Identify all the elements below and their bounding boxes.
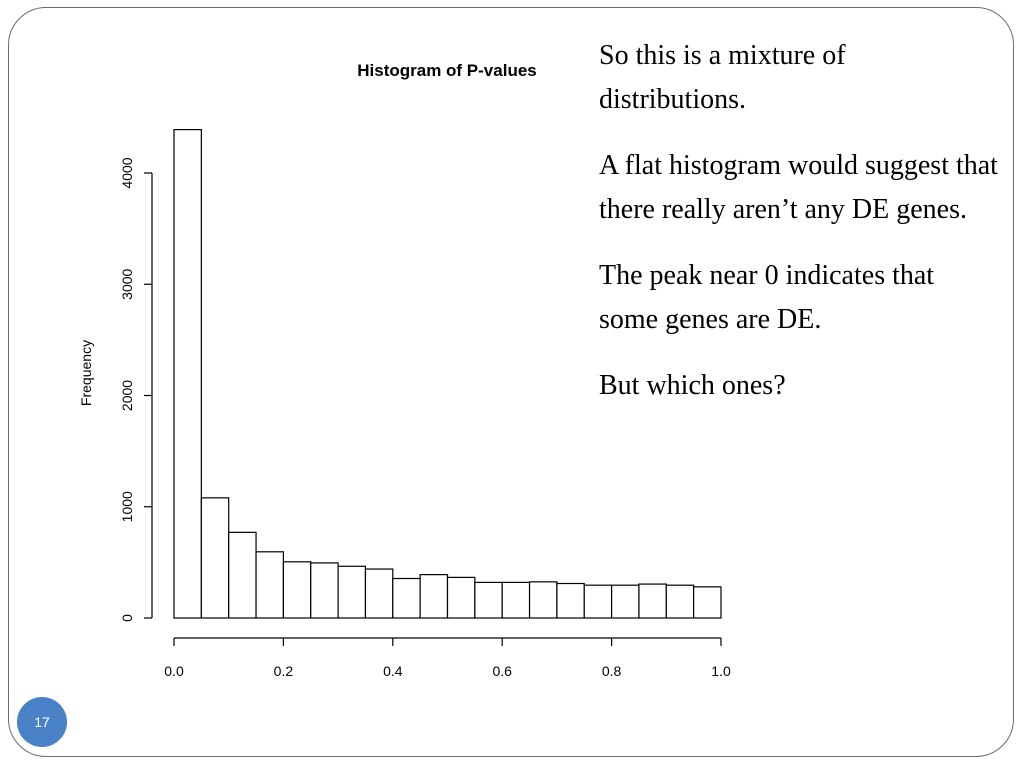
- histogram-bar: [228, 531, 257, 619]
- y-tick-label: 4000: [119, 157, 135, 188]
- histogram-bar: [337, 565, 367, 619]
- histogram-bar: [419, 574, 449, 619]
- histogram-bar: [693, 586, 722, 619]
- bullet-3: The peak near 0 indicates that some gene…: [599, 260, 935, 335]
- histogram-bar: [610, 584, 640, 619]
- y-axis: 0 1000 2000 3000 4000: [119, 157, 153, 622]
- y-tick-label: 2000: [119, 380, 135, 411]
- bullet-text: So this is a mixture of distributions. A…: [599, 34, 999, 430]
- histogram-bar: [528, 581, 558, 619]
- histogram-bar: [638, 583, 667, 619]
- histogram-bar: [556, 582, 585, 619]
- x-tick-label: 0.6: [492, 663, 512, 679]
- x-tick-label: 0.8: [602, 663, 622, 679]
- histogram-bar: [364, 568, 394, 619]
- x-tick-label: 0.4: [383, 663, 403, 679]
- y-tick-label: 1000: [119, 491, 135, 522]
- histogram-bar: [173, 129, 202, 619]
- histogram-bar: [583, 584, 613, 619]
- histogram-bar: [501, 581, 531, 619]
- x-tick-label: 1.0: [711, 663, 731, 679]
- slide-frame: [8, 7, 1014, 757]
- y-tick-label: 0: [119, 614, 135, 622]
- histogram-bar: [446, 576, 476, 619]
- bullet-4: But which ones?: [599, 370, 786, 401]
- y-tick-label: 3000: [119, 268, 135, 299]
- bullet-1: So this is a mixture of distributions.: [599, 40, 846, 115]
- x-axis: 0.0 0.2 0.4 0.6 0.8 1.0: [164, 637, 731, 679]
- histogram-bar: [310, 562, 339, 619]
- slide-number-badge: 17: [17, 697, 67, 747]
- chart-title: Histogram of P-values: [357, 61, 537, 80]
- bars-group: [173, 129, 722, 619]
- y-axis-label: Frequency: [78, 340, 94, 406]
- histogram-bar: [282, 561, 312, 619]
- histogram-bar: [255, 551, 284, 619]
- bullet-2: A flat histogram would suggest that ther…: [599, 150, 998, 225]
- histogram-bar: [392, 577, 421, 619]
- x-tick-label: 0.0: [164, 663, 184, 679]
- histogram-bar: [474, 581, 503, 619]
- histogram-bar: [665, 584, 695, 619]
- x-tick-label: 0.2: [274, 663, 294, 679]
- histogram-bar: [200, 497, 230, 619]
